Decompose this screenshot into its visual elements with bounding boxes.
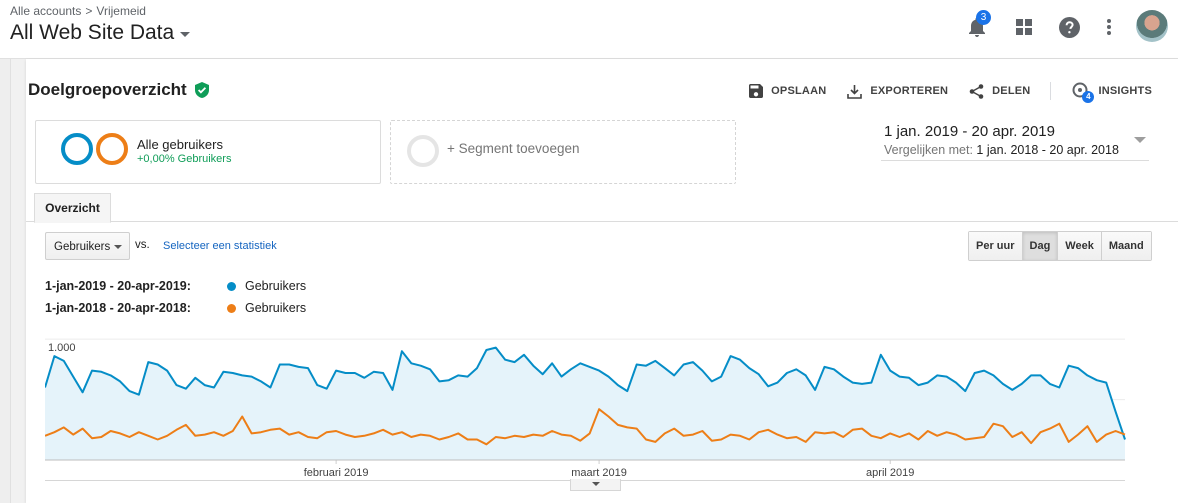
- report-toolbar: OPSLAAN EXPORTEREN DELEN 4 INSIGHTS: [728, 80, 1152, 103]
- save-icon: [749, 84, 764, 98]
- legend-dot-current: [227, 281, 236, 291]
- save-button[interactable]: OPSLAAN: [749, 84, 826, 98]
- segment-ring-compare: [96, 133, 128, 165]
- compare-range: 1 jan. 2018 - 20 apr. 2018: [976, 143, 1119, 157]
- legend-range-compare: 1-jan-2018 - 20-apr-2018:: [45, 301, 191, 315]
- left-nav-edge: [0, 59, 11, 503]
- help-button[interactable]: [1056, 14, 1082, 40]
- segment-ring-current: [61, 133, 93, 165]
- caret-down-icon: [114, 245, 122, 249]
- segment-label: Alle gebruikers: [137, 137, 223, 152]
- period-day-button[interactable]: Dag: [1021, 232, 1058, 260]
- export-icon: [847, 84, 863, 99]
- view-title: All Web Site Data: [10, 21, 175, 44]
- export-label: EXPORTEREN: [870, 85, 949, 97]
- help-icon: [1058, 16, 1080, 38]
- view-selector[interactable]: All Web Site Data: [10, 21, 191, 45]
- metric-dropdown[interactable]: Gebruikers: [45, 232, 130, 260]
- chevron-down-icon: [1134, 137, 1146, 143]
- save-label: OPSLAAN: [771, 85, 827, 97]
- apps-grid-icon: [1016, 19, 1032, 35]
- date-range-compare: Vergelijken met: 1 jan. 2018 - 20 apr. 2…: [884, 143, 1149, 157]
- add-segment-label: + Segment toevoegen: [447, 141, 580, 156]
- versus-label: vs.: [135, 239, 150, 251]
- granularity-toggle: Per uur Dag Week Maand: [968, 231, 1152, 261]
- report-header: Doelgroepoverzicht: [28, 80, 209, 100]
- export-button[interactable]: EXPORTEREN: [847, 84, 948, 99]
- toolbar-divider: [1050, 82, 1052, 100]
- x-tick-label: februari 2019: [304, 467, 369, 478]
- segment-change: +0,00% Gebruikers: [137, 153, 232, 165]
- series-line-current: [45, 346, 1126, 440]
- x-tick-label: maart 2019: [571, 467, 627, 478]
- insights-icon: 4: [1072, 82, 1095, 103]
- breadcrumb-property[interactable]: Vrijemeid: [96, 4, 146, 18]
- shield-check-icon: [194, 82, 209, 98]
- segment-all-users[interactable]: Alle gebruikers +0,00% Gebruikers: [35, 120, 381, 184]
- caret-down-icon: [180, 32, 191, 37]
- x-tick-label: april 2019: [866, 467, 914, 478]
- breadcrumb-separator: >: [85, 4, 93, 18]
- tab-overview[interactable]: Overzicht: [34, 193, 111, 223]
- avatar[interactable]: [1136, 10, 1168, 42]
- legend-dot-compare: [227, 303, 236, 313]
- select-metric-link[interactable]: Selecteer een statistiek: [163, 240, 277, 252]
- period-week-button[interactable]: Week: [1057, 232, 1101, 260]
- y-tick-label: 1.000: [48, 342, 76, 354]
- notifications-badge: 3: [976, 10, 991, 25]
- share-label: DELEN: [992, 85, 1031, 97]
- breadcrumb-accounts[interactable]: Alle accounts: [10, 4, 82, 18]
- legend-metric-compare: Gebruikers: [245, 301, 307, 315]
- apps-button[interactable]: [1011, 14, 1037, 40]
- legend-row-current: 1-jan-2019 - 20-apr-2019: Gebruikers: [45, 279, 306, 293]
- chart-expand-handle[interactable]: [570, 479, 621, 491]
- compare-prefix: Vergelijken met:: [884, 143, 973, 157]
- date-range-main: 1 jan. 2019 - 20 apr. 2019: [884, 123, 1055, 140]
- page-title: Doelgroepoverzicht: [28, 80, 187, 99]
- more-options-button[interactable]: [1096, 14, 1122, 40]
- legend-row-compare: 1-jan-2018 - 20-apr-2018: Gebruikers: [45, 301, 306, 315]
- period-month-button[interactable]: Maand: [1100, 232, 1151, 260]
- app-header: Alle accounts > Vrijemeid All Web Site D…: [0, 0, 1178, 59]
- legend-range-current: 1-jan-2019 - 20-apr-2019:: [45, 279, 191, 293]
- series-area-current: [45, 347, 1125, 460]
- segment-placeholder-ring: [407, 135, 439, 167]
- tab-divider: [26, 221, 1178, 222]
- notifications-button[interactable]: 3: [964, 10, 991, 40]
- series-line-compare: [45, 408, 1126, 446]
- date-range-picker[interactable]: 1 jan. 2019 - 20 apr. 2019 Vergelijken m…: [881, 123, 1149, 161]
- add-segment-button[interactable]: + Segment toevoegen: [390, 120, 736, 184]
- insights-label: INSIGHTS: [1098, 85, 1152, 97]
- metric-dropdown-value: Gebruikers: [54, 241, 111, 253]
- share-icon: [969, 83, 984, 99]
- insights-badge: 4: [1082, 91, 1095, 103]
- more-vert-icon: [1107, 19, 1111, 35]
- share-button[interactable]: DELEN: [969, 83, 1031, 99]
- insights-button[interactable]: 4 INSIGHTS: [1072, 82, 1152, 103]
- period-hour-button[interactable]: Per uur: [969, 232, 1022, 260]
- legend-metric-current: Gebruikers: [245, 279, 307, 293]
- breadcrumb: Alle accounts > Vrijemeid: [10, 4, 146, 18]
